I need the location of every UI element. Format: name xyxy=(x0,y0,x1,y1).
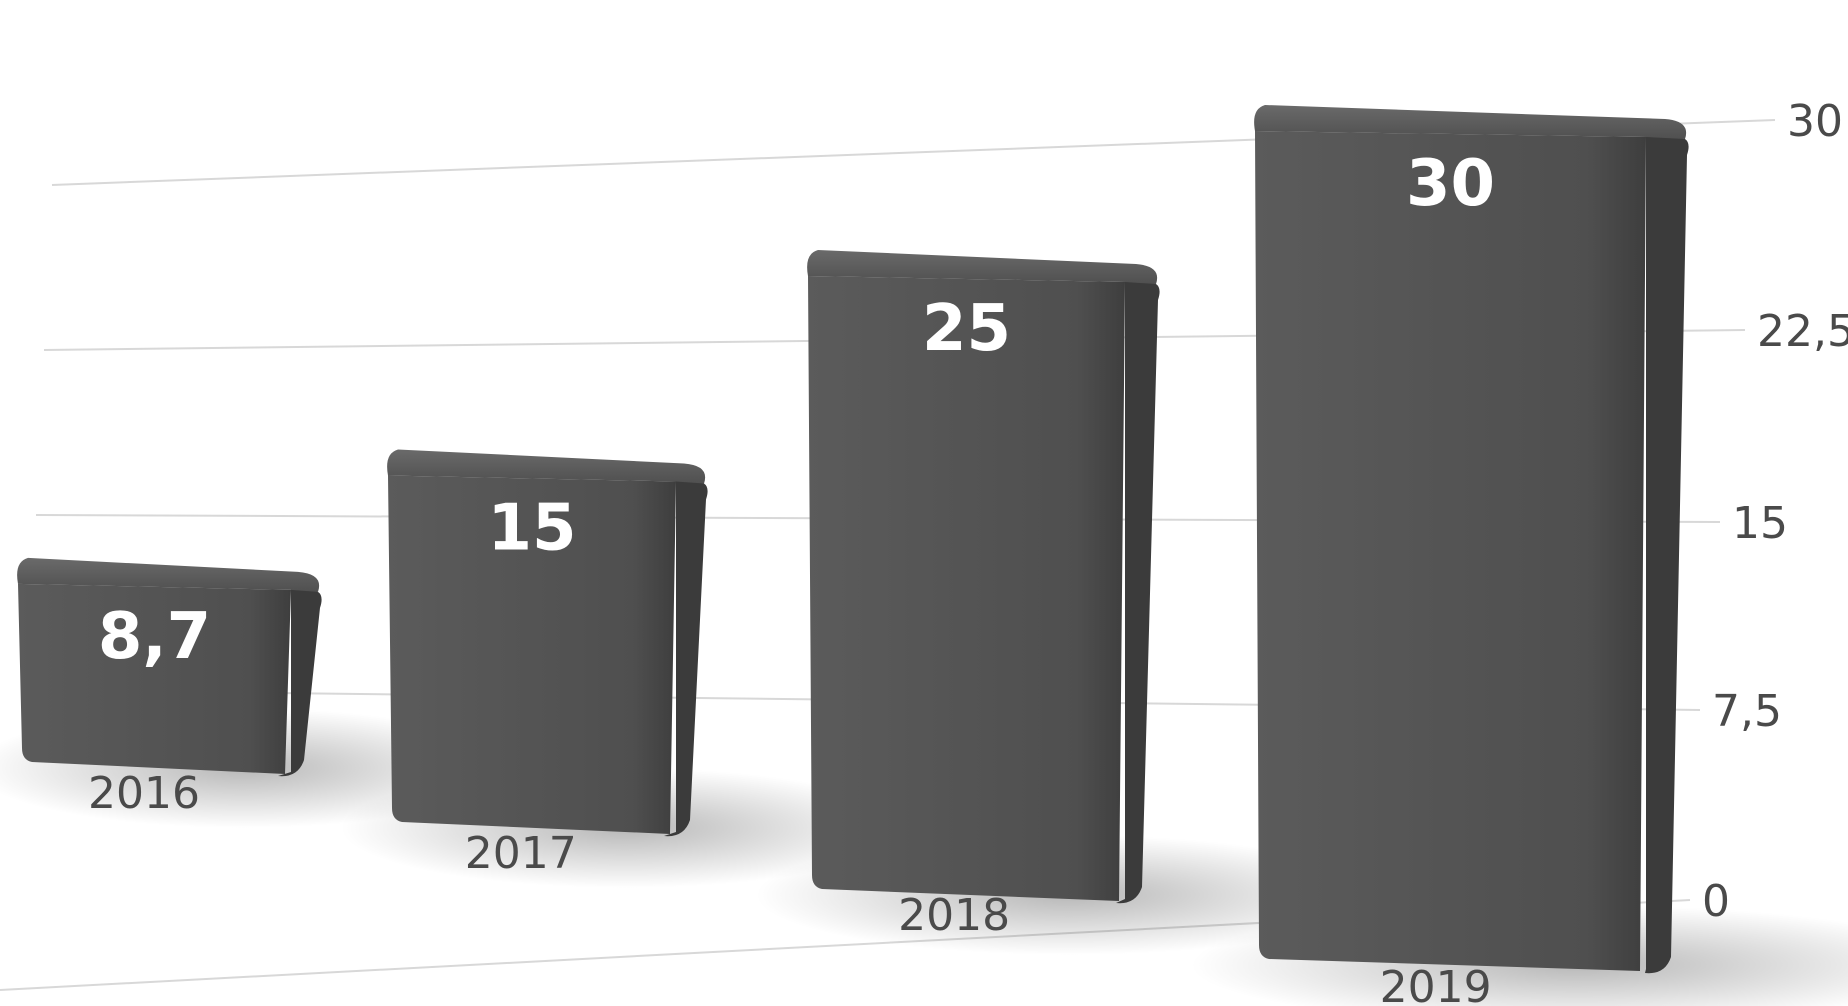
category-label: 2019 xyxy=(1380,962,1492,1006)
bar-top xyxy=(1254,105,1687,139)
y-axis-tick-labels: 0 7,5 15 22,5 30 xyxy=(1702,96,1848,927)
bar-value-label: 25 xyxy=(922,292,1011,366)
bar-2018 xyxy=(807,250,1160,904)
bar-2016 xyxy=(17,557,322,777)
bar-face xyxy=(388,475,676,834)
y-tick-label: 22,5 xyxy=(1757,306,1848,357)
bar-side xyxy=(664,475,708,837)
bar-side xyxy=(278,583,322,777)
bar-2017 xyxy=(387,449,708,837)
bar-side xyxy=(1116,276,1160,904)
category-label: 2018 xyxy=(898,890,1010,941)
y-tick-label: 15 xyxy=(1732,498,1788,549)
bar-face xyxy=(808,276,1125,901)
bar-face xyxy=(18,583,291,774)
y-tick-label: 30 xyxy=(1787,96,1843,147)
bars: 8,7 15 25 30 xyxy=(17,105,1689,974)
bar-value-label: 15 xyxy=(487,492,576,566)
bar-side xyxy=(1645,131,1689,974)
bar-top xyxy=(17,557,320,592)
bar-2019 xyxy=(1254,105,1689,974)
bar-face xyxy=(1255,131,1646,971)
bar-top xyxy=(807,250,1158,284)
bar-value-label: 8,7 xyxy=(98,600,211,674)
category-label: 2017 xyxy=(465,828,577,879)
category-label: 2016 xyxy=(88,768,200,819)
bar-value-label: 30 xyxy=(1406,147,1495,221)
y-tick-label: 0 xyxy=(1702,876,1730,927)
y-tick-label: 7,5 xyxy=(1712,686,1782,737)
category-labels: 2016 2017 2018 2019 xyxy=(88,768,1492,1006)
bar-top xyxy=(387,449,706,484)
